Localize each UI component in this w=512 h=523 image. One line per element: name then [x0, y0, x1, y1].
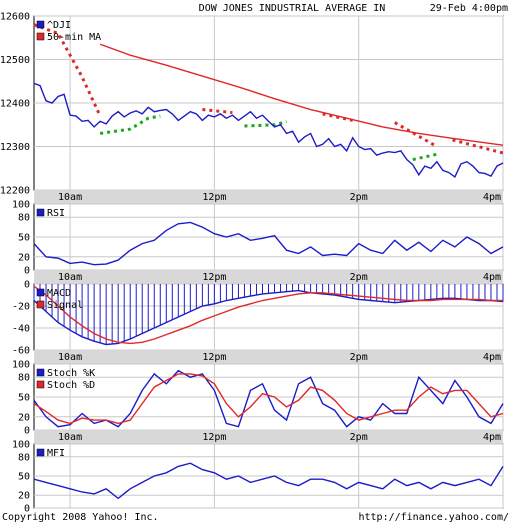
- macd-ytick-label: -40: [12, 324, 30, 335]
- price-xtick-label: 2pm: [350, 192, 368, 203]
- copyright-text: Copyright 2008 Yahoo! Inc.: [2, 512, 159, 523]
- price-series-1-line: [99, 43, 504, 146]
- stoch-xtick-label: 10am: [58, 432, 82, 443]
- red-dotted-trend: [322, 112, 353, 122]
- price-xtick-label: 4pm: [483, 192, 501, 203]
- rsi-ytick-label: 0: [24, 266, 30, 277]
- mfi-series-0-line: [33, 462, 504, 500]
- red-dotted-trend: [452, 138, 504, 155]
- macd-ytick-label: -60: [12, 346, 30, 357]
- stoch-ytick-label: 0: [24, 426, 30, 437]
- mfi-ytick-label: 20: [18, 491, 30, 502]
- stoch-legend-label: Stoch %D: [47, 380, 95, 391]
- macd-time-band: [34, 350, 503, 364]
- price-series-0-line: [33, 82, 504, 179]
- stoch-series-0-line: [33, 369, 504, 428]
- price-time-band: [34, 190, 503, 204]
- mfi-ytick-label: 50: [18, 472, 30, 483]
- rsi-xtick-label: 12pm: [202, 272, 226, 283]
- stoch-series-1-line: [33, 373, 504, 425]
- rsi-xtick-label: 10am: [58, 272, 82, 283]
- stoch-ytick-label: 100: [12, 360, 30, 371]
- stoch-xtick-label: 2pm: [350, 432, 368, 443]
- macd-ytick-label: -20: [12, 302, 30, 313]
- stoch-time-band: [34, 430, 503, 444]
- price-ytick-label: 12600: [0, 12, 30, 23]
- green-dotted-trend: [99, 114, 161, 135]
- stoch-legend-swatch: [36, 368, 45, 377]
- rsi-time-band: [34, 270, 503, 284]
- green-dotted-trend: [244, 120, 287, 128]
- rsi-series-0-line: [33, 221, 504, 266]
- macd-xtick-label: 4pm: [483, 352, 501, 363]
- stoch-xtick-label: 4pm: [483, 432, 501, 443]
- price-xtick-label: 12pm: [202, 192, 226, 203]
- mfi-ytick-label: 100: [12, 440, 30, 451]
- stoch-ytick-label: 80: [18, 373, 30, 384]
- stoch-ytick-label: 20: [18, 412, 30, 423]
- macd-legend-swatch: [36, 288, 45, 297]
- stoch-legend-swatch: [36, 380, 45, 389]
- price-ytick-label: 12400: [0, 99, 30, 110]
- macd-xtick-label: 10am: [58, 352, 82, 363]
- price-ytick-label: 12500: [0, 55, 30, 66]
- source-url-link[interactable]: http://finance.yahoo.com/: [358, 512, 509, 523]
- rsi-ytick-label: 80: [18, 213, 30, 224]
- macd-legend-swatch: [36, 300, 45, 309]
- price-legend-swatch: [36, 32, 45, 41]
- red-dotted-trend: [394, 121, 438, 148]
- rsi-xtick-label: 4pm: [483, 272, 501, 283]
- macd-xtick-label: 12pm: [202, 352, 226, 363]
- mfi-ytick-label: 80: [18, 452, 30, 463]
- stoch-ytick-label: 50: [18, 393, 30, 404]
- rsi-xtick-label: 2pm: [350, 272, 368, 283]
- mfi-legend-label: MFI: [47, 448, 65, 459]
- rsi-legend-label: RSI: [47, 208, 65, 219]
- rsi-ytick-label: 100: [12, 200, 30, 211]
- macd-legend-label: MACD: [47, 288, 71, 299]
- rsi-ytick-label: 50: [18, 233, 30, 244]
- chart-timestamp: 29-Feb 4:00pm: [430, 3, 508, 14]
- stoch-xtick-label: 12pm: [202, 432, 226, 443]
- macd-series-1-line: [33, 285, 503, 345]
- mfi-legend-swatch: [36, 448, 45, 457]
- macd-xtick-label: 2pm: [350, 352, 368, 363]
- price-legend-label: ^DJI: [47, 20, 71, 31]
- red-dotted-trend: [33, 23, 102, 117]
- chart-title: DOW JONES INDUSTRIAL AVERAGE IN: [199, 3, 386, 14]
- rsi-panel: 0 20 50 80 100 RSI 10am 12pm 2pm 4pm: [12, 200, 504, 284]
- macd-ytick-label: 0: [24, 280, 30, 291]
- price-ytick-label: 12200: [0, 186, 30, 197]
- price-legend-swatch: [36, 20, 45, 29]
- rsi-legend-swatch: [36, 208, 45, 217]
- price-xtick-label: 10am: [58, 192, 82, 203]
- rsi-ytick-label: 20: [18, 252, 30, 263]
- macd-legend-label: Signal: [47, 300, 83, 311]
- stoch-legend-label: Stoch %K: [47, 368, 95, 379]
- price-legend-label: 50-min MA: [47, 32, 101, 43]
- mfi-ytick-label: 0: [24, 504, 30, 515]
- price-ytick-label: 12300: [0, 142, 30, 153]
- red-dotted-trend: [202, 108, 233, 115]
